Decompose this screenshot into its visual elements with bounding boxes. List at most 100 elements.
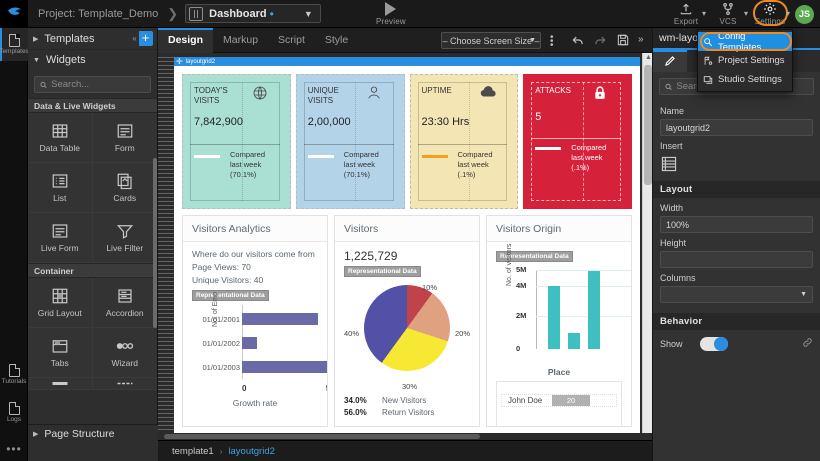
search-icon (40, 81, 47, 88)
kpi-card-attacks[interactable]: ATTACKS 5 Compared last week (.1%) (523, 74, 632, 209)
app-logo[interactable] (0, 0, 28, 28)
expand-right-icon[interactable]: » (638, 34, 644, 45)
move-handle-icon[interactable]: ✛ (176, 57, 183, 66)
widget-grid-layout[interactable]: Grid Layout (28, 278, 93, 328)
export-label: Export (673, 17, 699, 26)
section-templates[interactable]: ▶ Templates + (28, 28, 157, 49)
section-behavior: Behavior (653, 313, 820, 330)
chart-visitors-origin[interactable]: No. of visitors 5M 4M 2M 0 (498, 244, 631, 363)
widget-accordion[interactable]: Accordion (92, 278, 157, 328)
panel-visitors-origin[interactable]: Visitors Origin Representational Data No… (486, 215, 632, 427)
collapse-left-panel-button[interactable]: « (130, 31, 139, 46)
chart-visitors-analytics[interactable]: No. of Emp 01/01/2001 01/01/2002 (192, 292, 327, 393)
panel-visitors[interactable]: Visitors 1,225,729 Representational Data… (334, 215, 480, 427)
show-toggle[interactable] (700, 337, 728, 351)
canvas-vertical-scrollbar[interactable]: ▲ ▼ (642, 53, 652, 440)
panel-visitors-analytics[interactable]: Visitors Analytics Where do our visitors… (182, 215, 328, 427)
preview-button[interactable]: Preview (376, 2, 406, 26)
rail-item-tutorials[interactable]: Tutorials (0, 358, 28, 391)
breadcrumb-current[interactable]: layoutgrid2 (228, 445, 275, 457)
widget-cards[interactable]: Cards (92, 163, 157, 213)
canvas-wrapper: ✛ layoutgrid2 TODAY'S VISITS (158, 53, 652, 440)
menu-item-project-settings[interactable]: Project Settings (698, 51, 792, 70)
rail-item-more[interactable]: ••• (0, 432, 28, 461)
section-widgets[interactable]: ▼ Widgets (28, 49, 157, 70)
widget-search-box[interactable] (34, 76, 151, 93)
avatar[interactable]: JS (795, 4, 814, 24)
tab-design[interactable]: Design (158, 27, 214, 53)
rail-item-logs[interactable]: Logs (0, 396, 28, 429)
scroll-up-arrow-icon[interactable]: ▲ (645, 54, 652, 61)
pie-legend-item: 56.0% Return Visitors (344, 408, 470, 417)
origin-mini-table[interactable]: John Doe 20 (496, 381, 622, 426)
settings-button[interactable]: Settings ▾ (750, 0, 790, 28)
undo-icon[interactable] (571, 33, 585, 50)
pencil-icon (665, 56, 675, 66)
export-button[interactable]: Export ▾ (666, 0, 706, 28)
breadcrumb-root[interactable]: template1 (172, 445, 214, 457)
menu-item-studio-settings[interactable]: Studio Settings (698, 70, 792, 89)
widget-label: Form (114, 143, 135, 153)
panel-body: 1,225,729 Representational Data 10% 20% … (335, 242, 479, 424)
chart-x-axis-label: Place (547, 367, 571, 377)
page-selector[interactable]: Dashboard • ▼ (185, 4, 321, 23)
chevron-down-icon[interactable]: ▾ (785, 9, 790, 18)
chart-y-axis (536, 270, 537, 349)
redo-icon[interactable] (593, 33, 607, 50)
analytics-unique-visitors: Unique Visitors: 40 (192, 275, 264, 285)
widget-list[interactable]: List (28, 163, 93, 213)
panel-title: Visitors (335, 216, 479, 242)
widget-live-form[interactable]: Live Form (28, 213, 93, 263)
save-icon[interactable] (616, 33, 630, 50)
widget-form[interactable]: Form (92, 113, 157, 163)
link-icon[interactable] (802, 337, 813, 351)
canvas-scroll-thumb[interactable] (644, 65, 652, 185)
settings-label: Settings (754, 17, 786, 26)
name-input[interactable] (660, 119, 813, 136)
width-label: Width (660, 203, 684, 213)
more-vertical-icon[interactable]: • • • (550, 32, 554, 51)
section-page-structure[interactable]: ▶ Page Structure (28, 424, 158, 443)
settings-dropdown-menu: Config Templates Project Settings Studio… (697, 29, 793, 92)
rail-item-templates[interactable]: Templates (0, 28, 29, 61)
kpi-card-unique-visits[interactable]: UNIQUE VISITS 2,00,000 Compared last wee… (295, 74, 405, 209)
hscroll-thumb[interactable] (164, 434, 480, 439)
insert-rows-icon[interactable] (660, 156, 678, 172)
widget-scrollbar[interactable] (153, 158, 157, 328)
chart-y-axis-label: No. of visitors (506, 243, 513, 286)
tab-properties[interactable] (653, 50, 687, 72)
canvas-horizontal-scrollbar[interactable] (158, 433, 652, 440)
kpi-card-uptime[interactable]: UPTIME 23:30 Hrs Compared last week (.1%… (409, 74, 519, 209)
screen-size-select[interactable]: – Choose Screen Size – ▼ (441, 32, 541, 49)
kpi-card-todays-visits[interactable]: TODAY'S VISITS 7,842,900 Compared last w… (182, 74, 291, 209)
widget-tile[interactable] (92, 378, 157, 390)
widget-list-scroll[interactable]: Data & Live Widgets Data Table Form (28, 98, 157, 439)
menu-label: Studio Settings (718, 74, 782, 85)
chevron-down-icon[interactable]: ▾ (743, 9, 748, 18)
width-input[interactable] (660, 216, 813, 233)
widget-data-table[interactable]: Data Table (28, 113, 93, 163)
design-canvas[interactable]: ✛ layoutgrid2 TODAY'S VISITS (174, 57, 640, 440)
table-row[interactable]: John Doe 20 (501, 394, 617, 407)
chart-visitors-pie[interactable] (364, 285, 450, 371)
vcs-button[interactable]: VCS ▾ (708, 0, 748, 28)
search-input[interactable] (51, 79, 145, 90)
widget-panel[interactable] (28, 378, 93, 390)
kpi-value: 5 (535, 111, 542, 123)
widget-wizard[interactable]: Wizard (92, 328, 157, 378)
tab-markup[interactable]: Markup (223, 34, 259, 46)
tab-style[interactable]: Style (324, 34, 349, 46)
menu-item-config-templates[interactable]: Config Templates (698, 31, 792, 53)
chevron-down-icon: ▼ (33, 56, 40, 64)
selected-widget-bar[interactable]: ✛ layoutgrid2 (174, 57, 640, 66)
widget-live-filter[interactable]: Live Filter (92, 213, 157, 263)
kpi-inner-frame (190, 82, 280, 201)
kpi-compare-text: Compared last week (.1%) (457, 150, 493, 179)
tab-script[interactable]: Script (278, 34, 305, 46)
height-input[interactable] (660, 251, 813, 268)
widget-tabs[interactable]: Tabs (28, 328, 93, 378)
columns-select[interactable]: ▼ (660, 286, 813, 303)
chevron-down-icon[interactable]: ▼ (303, 8, 313, 19)
add-template-button[interactable]: + (138, 31, 153, 46)
chevron-down-icon[interactable]: ▾ (701, 9, 706, 18)
